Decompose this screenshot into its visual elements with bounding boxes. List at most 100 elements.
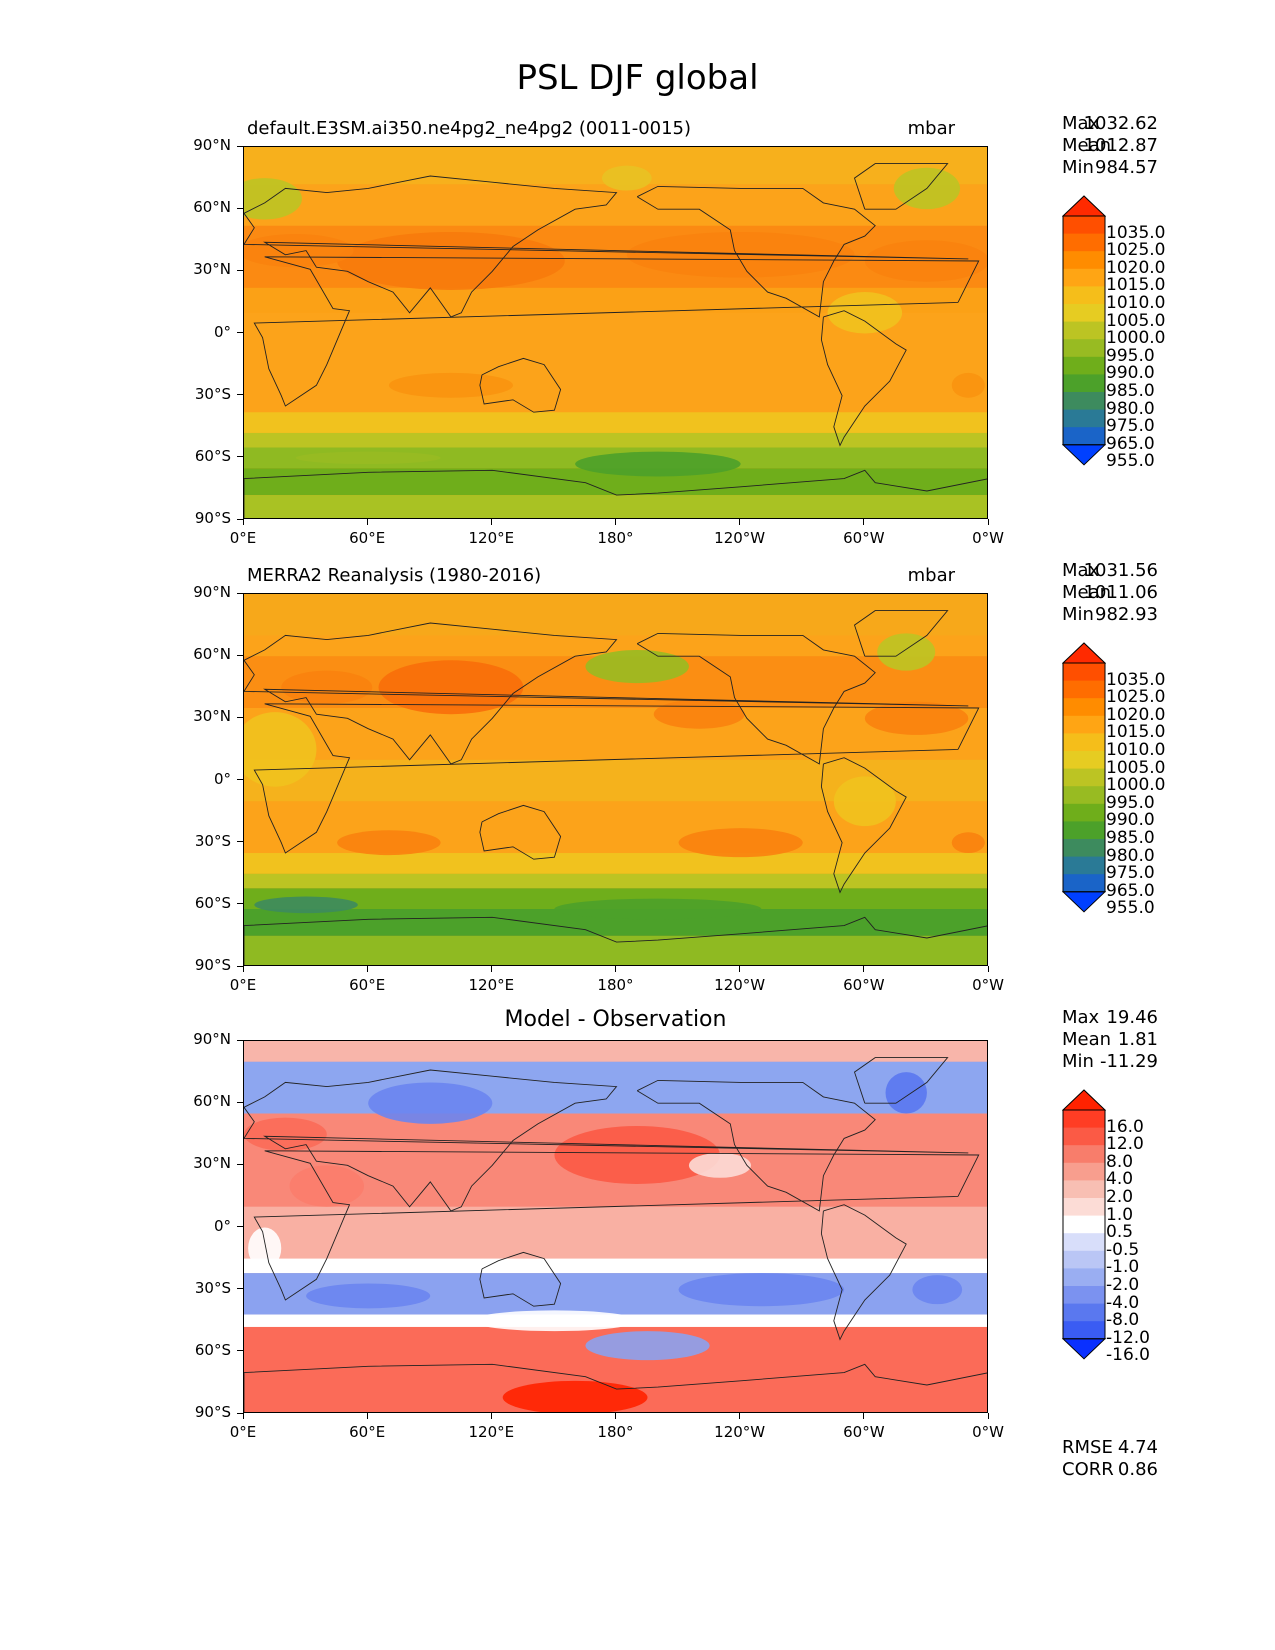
field-band <box>244 1041 987 1062</box>
lat-tick-label: 30°N <box>193 260 231 279</box>
lat-tick <box>237 592 243 594</box>
lat-tick-label: 30°S <box>194 1278 231 1297</box>
colorbar-segment <box>1063 680 1105 699</box>
coastline <box>253 703 980 854</box>
field-anomaly <box>554 898 762 920</box>
colorbar-label: 955.0 <box>1106 451 1155 472</box>
colorbar-label: 1020.0 <box>1106 704 1166 725</box>
colorbar-segment <box>1063 374 1105 393</box>
lon-tick <box>615 519 616 525</box>
colorbar-label: 16.0 <box>1106 1116 1144 1137</box>
lon-tick <box>366 519 368 525</box>
panel-title: default.E3SM.ai350.ne4pg2_ne4pg2 (0011-0… <box>247 118 692 139</box>
lon-tick <box>615 1413 616 1419</box>
lat-tick <box>237 1350 243 1352</box>
map-plot <box>243 1040 988 1413</box>
stat-name: Mean <box>1062 582 1112 603</box>
colorbar-label: 2.0 <box>1106 1187 1134 1207</box>
colorbar-extend-bottom <box>1061 1338 1107 1360</box>
colorbar-label: -12.0 <box>1106 1327 1150 1348</box>
colorbar-label: 995.0 <box>1106 345 1155 366</box>
coastline <box>853 610 949 657</box>
lon-tick <box>242 1413 244 1419</box>
lon-tick <box>242 966 244 972</box>
colorbar-segment <box>1063 1198 1105 1217</box>
lat-tick-label: 90°S <box>194 956 231 974</box>
lat-tick-label: 0° <box>213 322 231 341</box>
field-anomaly <box>254 896 358 914</box>
stat-value: 1031.56 <box>1083 560 1158 581</box>
lon-tick-label: 120°W <box>714 1423 766 1441</box>
colorbar-label: 985.0 <box>1106 381 1155 401</box>
colorbar-label: -16.0 <box>1106 1345 1150 1366</box>
colorbar-label: -8.0 <box>1106 1310 1140 1331</box>
field-anomaly <box>337 231 565 290</box>
field-band <box>244 412 987 433</box>
field-anomaly <box>912 1275 963 1305</box>
coastline <box>636 185 876 318</box>
colorbar-segment <box>1063 339 1105 358</box>
colorbar-label: 990.0 <box>1106 363 1155 384</box>
lon-tick-label: 60°W <box>843 1423 885 1441</box>
coastline <box>244 1363 987 1412</box>
field-anomaly <box>585 649 689 684</box>
colorbar-label: 985.0 <box>1106 828 1155 848</box>
colorbar-segment <box>1063 768 1105 787</box>
colorbar: 16.0 12.0 8.0 4.0 2.0 1.0 0.5 -0.5 -1.0 -2.0 -4.0-… <box>1061 1089 1150 1365</box>
lon-tick <box>863 519 865 525</box>
lat-tick-label: 60°N <box>193 198 231 217</box>
colorbar-label: 1015.0 <box>1106 722 1166 743</box>
lon-tick-label: 0°E <box>229 1423 257 1441</box>
field-anomaly <box>248 1227 282 1269</box>
colorbar-segment <box>1063 821 1105 840</box>
field-anomaly <box>877 633 936 671</box>
coastline <box>253 256 980 407</box>
field-anomaly <box>289 1165 365 1207</box>
field-band <box>244 432 987 448</box>
lat-tick <box>237 654 243 656</box>
lat-tick-label: 30°S <box>194 384 231 403</box>
lat-tick <box>237 1412 243 1414</box>
coastline <box>636 1079 876 1212</box>
metric-value: 4.74 <box>1117 1437 1158 1458</box>
colorbar-extend-bottom <box>1061 891 1107 913</box>
stat-name: Min <box>1062 604 1094 625</box>
colorbar-label: 1020.0 <box>1106 257 1166 278</box>
field-band <box>244 853 987 874</box>
colorbar: 1035.0 1025.0 1020.0 1015.0 1010.0 1005.0 1000… <box>1061 195 1165 471</box>
colorbar-segment <box>1063 1127 1105 1146</box>
colorbar-svg <box>1061 195 1107 466</box>
field-anomaly <box>885 1072 927 1114</box>
colorbar-segment <box>1063 216 1105 235</box>
colorbar-segment <box>1063 856 1105 875</box>
metric-value: 0.86 <box>1117 1459 1158 1480</box>
colorbar-segment <box>1063 1215 1105 1234</box>
colorbar-svg <box>1061 642 1107 913</box>
lon-tick-label: 60°E <box>349 1423 386 1441</box>
field-band <box>244 935 987 965</box>
stat-value: 1032.62 <box>1083 113 1158 134</box>
coastline <box>479 357 562 413</box>
colorbar-segment <box>1063 751 1105 770</box>
map-plot <box>243 146 988 519</box>
colorbar-segment <box>1063 715 1105 734</box>
lon-tick-label: 60°W <box>843 976 885 994</box>
stat-value: 982.93 <box>1095 604 1158 625</box>
stat-value: 1.81 <box>1117 1029 1158 1050</box>
colorbar-label: 1.0 <box>1106 1204 1134 1225</box>
lat-tick <box>237 332 243 333</box>
coastline <box>853 163 949 210</box>
lat-tick <box>237 1226 243 1227</box>
field-anomaly <box>368 1082 493 1124</box>
panel-title: Model - Observation <box>504 1007 727 1032</box>
colorbar-label: 995.0 <box>1106 792 1155 813</box>
colorbar-label: 975.0 <box>1106 416 1155 437</box>
lon-tick-label: 120°E <box>468 1423 515 1441</box>
colorbar-svg <box>1061 1089 1107 1360</box>
colorbar-label: 1025.0 <box>1106 687 1166 708</box>
field-anomaly <box>244 1117 327 1151</box>
lat-tick-label: 60°N <box>193 1092 231 1111</box>
lon-tick-label: 0°W <box>972 976 1004 994</box>
lon-tick-label: 120°W <box>714 529 766 547</box>
field-anomaly <box>678 1273 845 1307</box>
